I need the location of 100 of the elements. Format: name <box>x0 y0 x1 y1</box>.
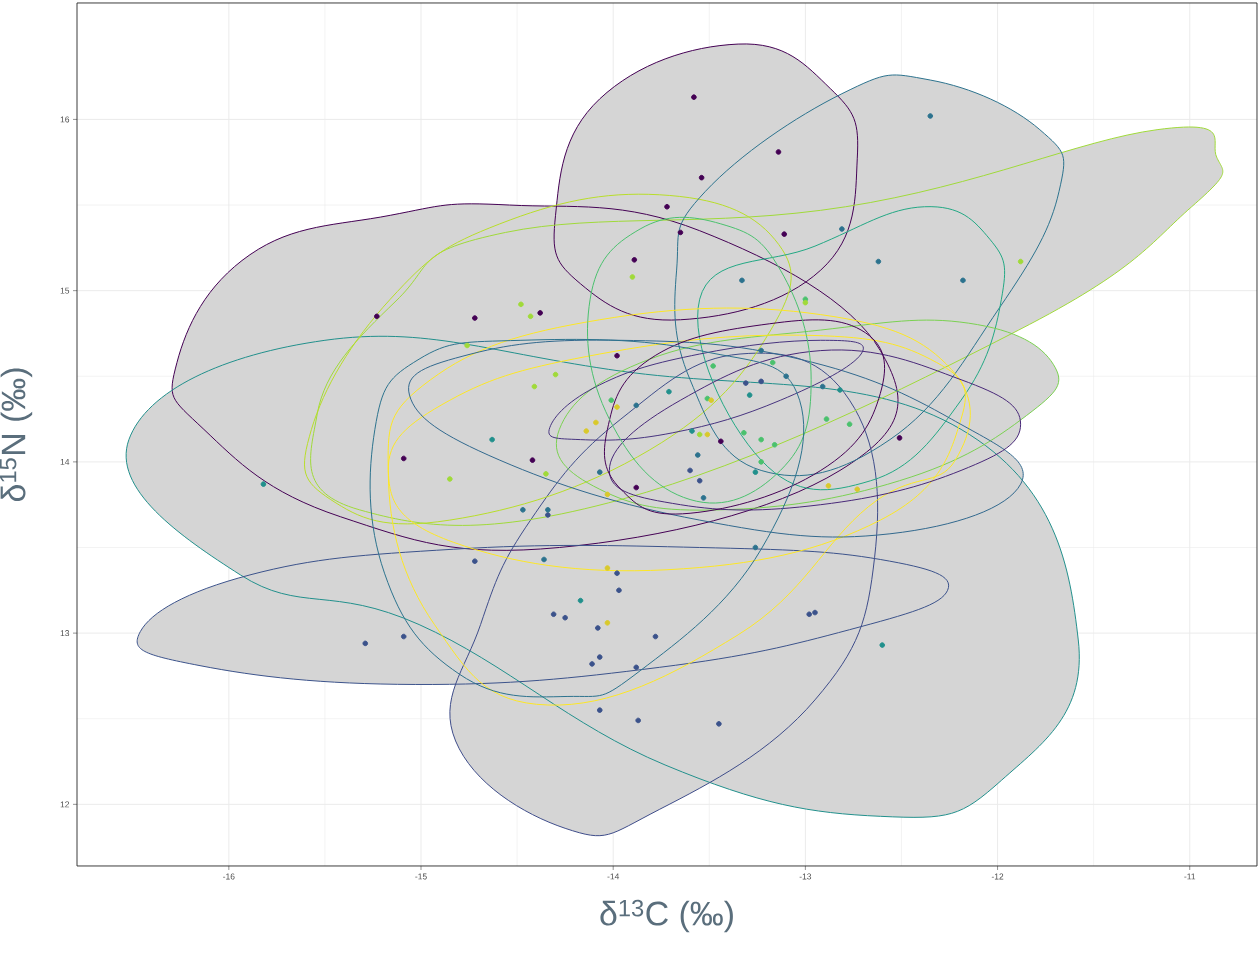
point <box>545 507 551 513</box>
point <box>472 315 478 321</box>
point <box>374 313 380 320</box>
point <box>819 383 826 390</box>
point <box>545 512 551 518</box>
point <box>531 383 538 390</box>
point <box>635 717 641 724</box>
point <box>812 609 818 616</box>
y-tick-label: 16 <box>60 116 70 123</box>
point <box>960 277 966 284</box>
point <box>837 387 843 393</box>
point <box>631 257 638 263</box>
point <box>604 620 611 626</box>
point <box>927 113 934 119</box>
point <box>260 481 267 487</box>
point <box>447 476 453 482</box>
point <box>696 477 703 484</box>
point <box>577 597 584 604</box>
x-tick-label: -11 <box>1184 873 1196 880</box>
point <box>552 371 559 378</box>
point <box>704 431 711 438</box>
point <box>604 565 611 571</box>
point <box>677 229 684 236</box>
point <box>716 721 722 727</box>
point <box>696 431 703 438</box>
point <box>746 392 753 398</box>
point <box>775 149 782 155</box>
point <box>529 457 536 463</box>
point <box>823 416 830 422</box>
point <box>596 707 603 713</box>
point <box>595 625 601 631</box>
point <box>596 469 603 475</box>
point <box>614 404 620 410</box>
x-tick-label: -13 <box>799 873 812 880</box>
point <box>758 378 764 385</box>
point <box>543 471 549 477</box>
point <box>739 277 745 284</box>
point <box>589 661 595 667</box>
point <box>691 94 697 100</box>
y-axis-title: δ$^{15}$N (‰) <box>0 368 33 502</box>
point <box>666 388 672 395</box>
point <box>596 654 603 660</box>
point <box>758 459 764 465</box>
point <box>689 428 695 434</box>
point <box>806 611 813 618</box>
point <box>583 428 590 434</box>
point <box>698 174 705 181</box>
point <box>362 640 369 647</box>
y-tick-label: 13 <box>60 630 70 637</box>
point <box>700 495 707 501</box>
point <box>593 419 599 426</box>
x-tick-label: -14 <box>607 873 620 880</box>
point <box>633 484 640 491</box>
point <box>769 359 776 366</box>
point <box>400 633 407 640</box>
point <box>743 380 749 386</box>
point <box>1017 258 1024 265</box>
point <box>854 486 861 493</box>
point <box>537 310 543 316</box>
point <box>604 491 611 498</box>
point <box>879 642 886 648</box>
point <box>694 452 701 458</box>
point <box>896 435 903 441</box>
x-axis-title: δ$^{13}$C (‰) <box>600 899 733 933</box>
x-tick-label: -15 <box>415 873 427 880</box>
point <box>614 352 620 359</box>
point <box>708 397 714 404</box>
point <box>758 436 764 443</box>
y-tick-label: 12 <box>60 801 70 808</box>
point <box>633 664 640 671</box>
point <box>752 544 759 551</box>
point <box>875 258 882 265</box>
point <box>783 373 789 380</box>
point <box>518 301 524 308</box>
point <box>520 507 526 513</box>
x-tick-label: -12 <box>991 873 1004 880</box>
point <box>614 570 620 576</box>
y-tick-label: 15 <box>60 287 70 294</box>
point <box>527 313 534 320</box>
point <box>752 469 759 475</box>
x-tick-label: -16 <box>223 873 235 880</box>
point <box>464 342 470 349</box>
point <box>550 611 557 618</box>
point <box>741 429 747 436</box>
point <box>781 231 788 237</box>
point <box>616 587 622 594</box>
point <box>771 441 778 448</box>
point <box>472 558 478 564</box>
point <box>608 397 615 404</box>
point <box>710 363 716 369</box>
point <box>562 614 568 621</box>
point <box>629 274 636 280</box>
point <box>687 467 693 474</box>
point <box>825 483 832 489</box>
point <box>652 633 659 640</box>
point <box>664 203 670 210</box>
point <box>489 436 495 443</box>
point <box>400 455 407 462</box>
point <box>541 556 547 563</box>
point <box>758 347 764 354</box>
